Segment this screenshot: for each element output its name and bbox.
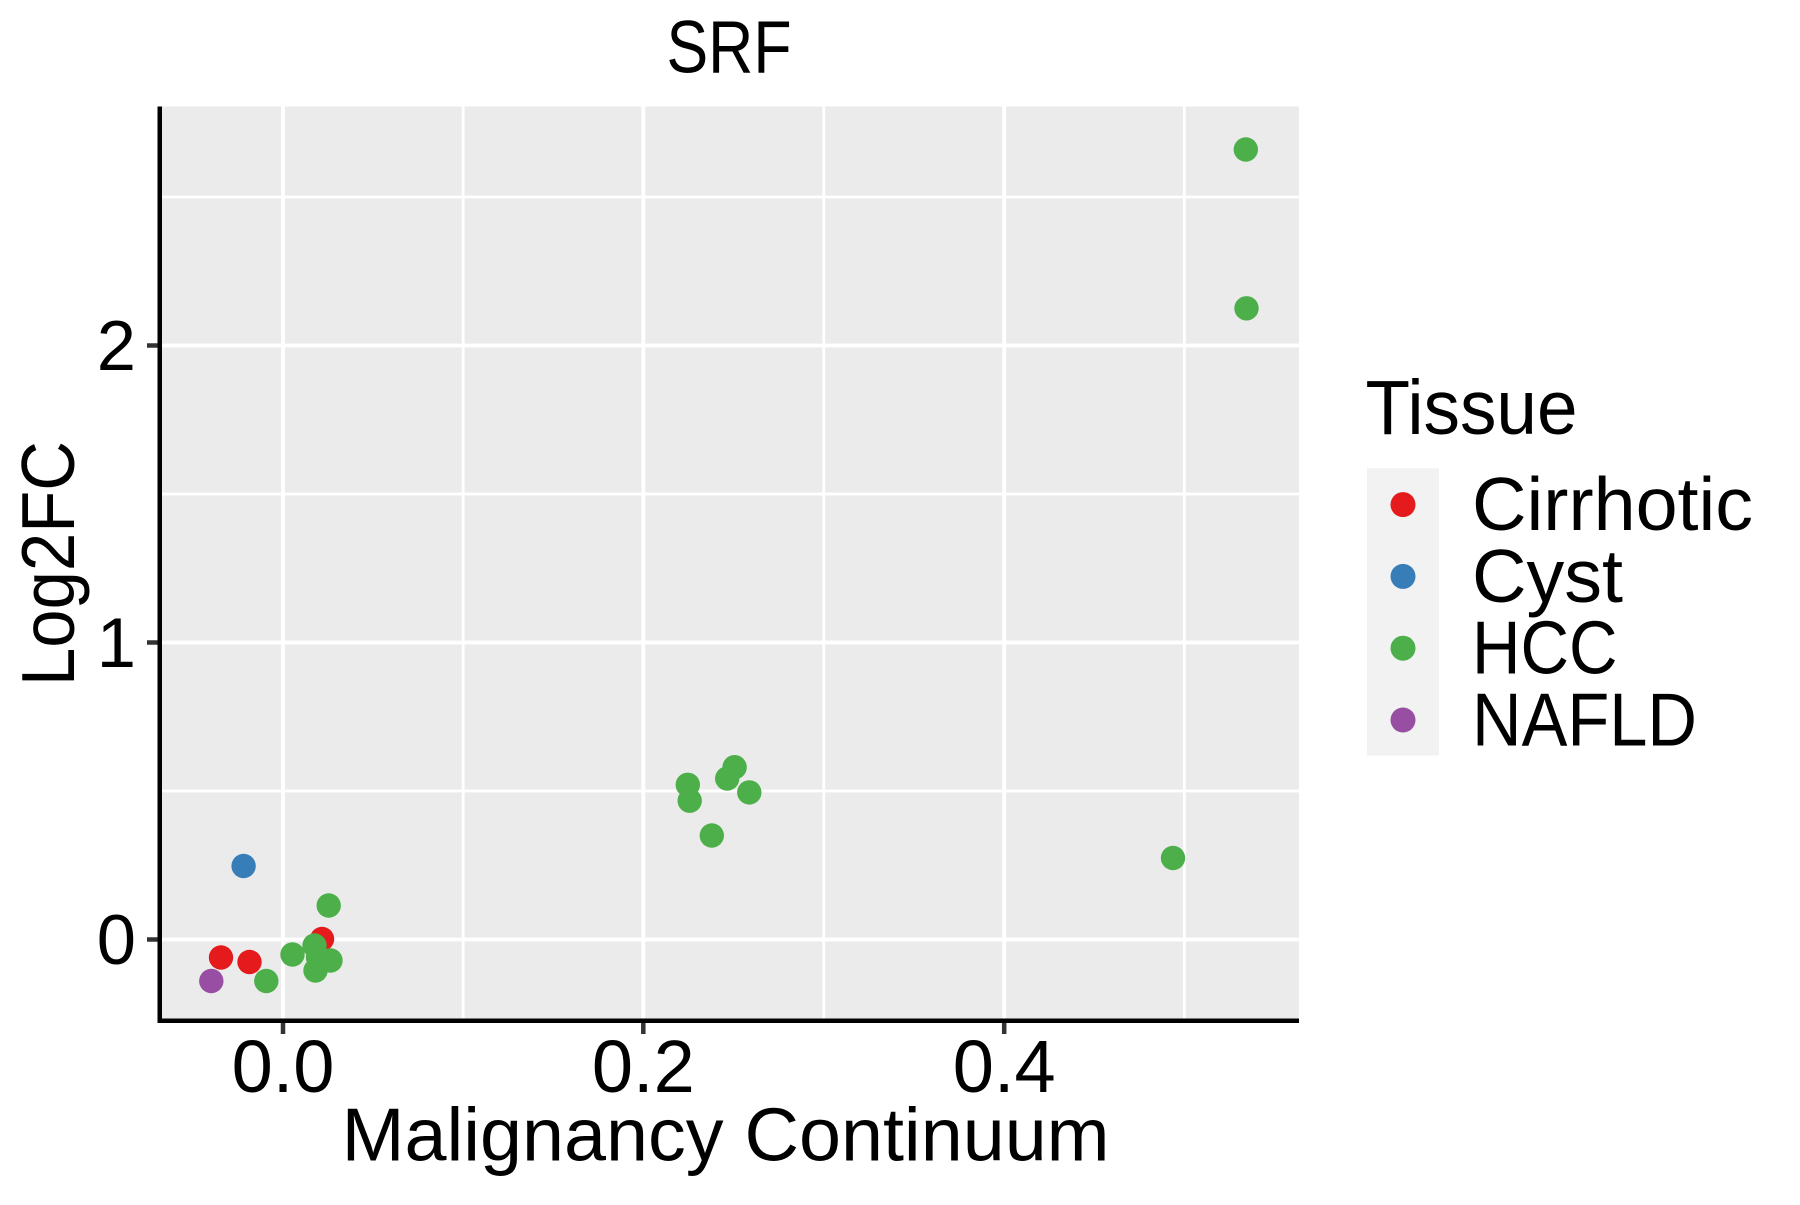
svg-text:0: 0 (97, 900, 136, 979)
svg-text:0.4: 0.4 (953, 1025, 1056, 1108)
svg-text:Tissue: Tissue (1366, 365, 1578, 451)
svg-text:Log2FC: Log2FC (6, 441, 90, 686)
svg-text:Cyst: Cyst (1472, 534, 1623, 618)
svg-text:HCC: HCC (1472, 606, 1618, 690)
svg-text:0.0: 0.0 (232, 1025, 335, 1108)
svg-text:1: 1 (97, 603, 136, 682)
svg-text:0.2: 0.2 (592, 1025, 695, 1108)
svg-text:Cirrhotic: Cirrhotic (1472, 462, 1753, 546)
svg-text:SRF: SRF (667, 6, 792, 89)
svg-text:2: 2 (97, 306, 136, 385)
svg-text:NAFLD: NAFLD (1472, 678, 1697, 762)
svg-text:Malignancy Continuum: Malignancy Continuum (342, 1093, 1110, 1177)
